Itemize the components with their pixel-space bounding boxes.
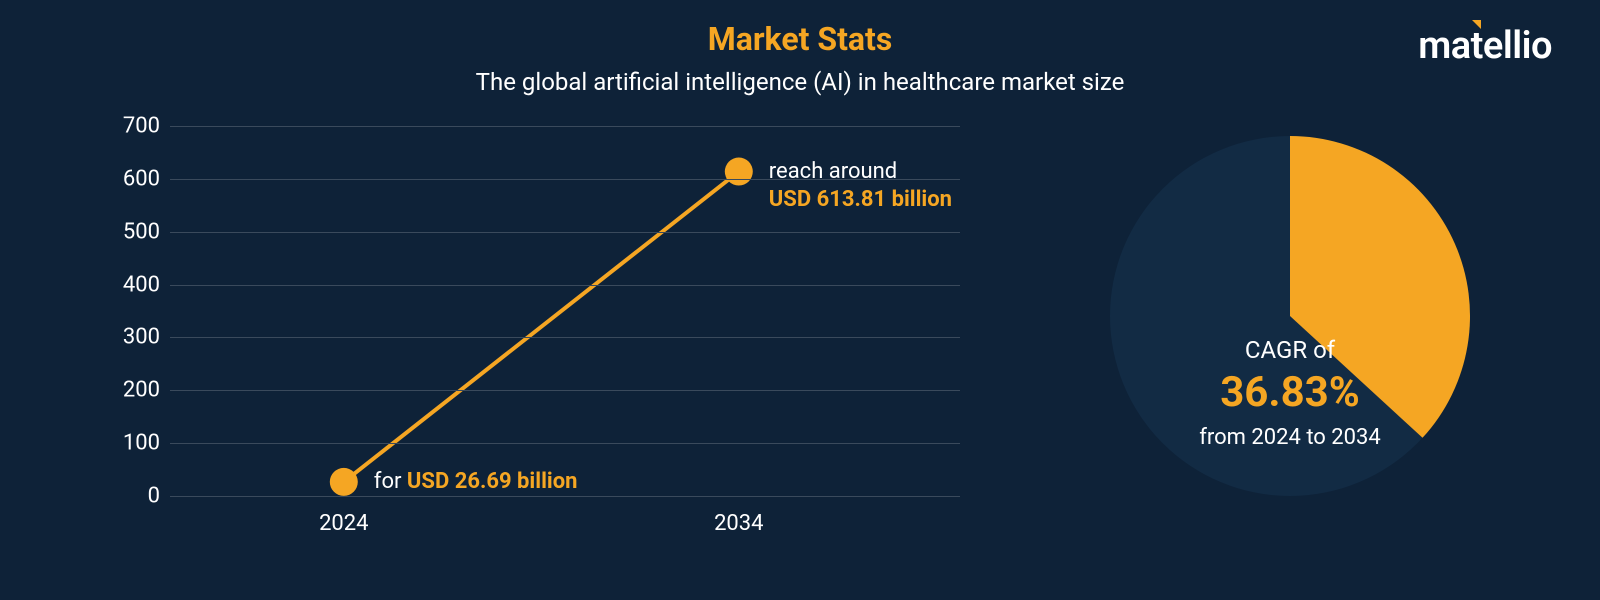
y-tick-label: 0	[100, 484, 160, 509]
y-tick-label: 500	[100, 219, 160, 244]
gridline	[170, 390, 960, 391]
pie-labels: CAGR of 36.83% from 2024 to 2034	[1080, 336, 1500, 450]
gridline	[170, 443, 960, 444]
y-tick-label: 600	[100, 166, 160, 191]
page-title: Market Stats	[0, 20, 1600, 58]
gridline	[170, 337, 960, 338]
y-tick-label: 300	[100, 325, 160, 350]
y-tick-label: 100	[100, 431, 160, 456]
annotation-start: for USD 26.69 billion	[374, 468, 578, 497]
gridline	[170, 232, 960, 233]
x-tick-label: 2024	[319, 511, 368, 536]
line-chart: 0 100 200 300 400 500 600 700 2024 2034 for USD 26…	[100, 116, 1000, 536]
y-tick-label: 200	[100, 378, 160, 403]
pie-chart: CAGR of 36.83% from 2024 to 2034	[1080, 136, 1500, 556]
brand-logo: matellio	[1418, 24, 1552, 68]
cagr-period: from 2024 to 2034	[1080, 425, 1500, 450]
gridline	[170, 126, 960, 127]
gridline	[170, 285, 960, 286]
page-subtitle: The global artificial intelligence (AI) …	[0, 68, 1600, 96]
x-tick-label: 2034	[714, 511, 763, 536]
cagr-prefix: CAGR of	[1080, 336, 1500, 364]
annotation-end: reach aroundUSD 613.81 billion	[769, 158, 952, 215]
y-tick-label: 400	[100, 272, 160, 297]
y-tick-label: 700	[100, 114, 160, 139]
content-row: 0 100 200 300 400 500 600 700 2024 2034 for USD 26…	[0, 96, 1600, 556]
cagr-value: 36.83%	[1080, 368, 1500, 417]
header: Market Stats The global artificial intel…	[0, 0, 1600, 96]
